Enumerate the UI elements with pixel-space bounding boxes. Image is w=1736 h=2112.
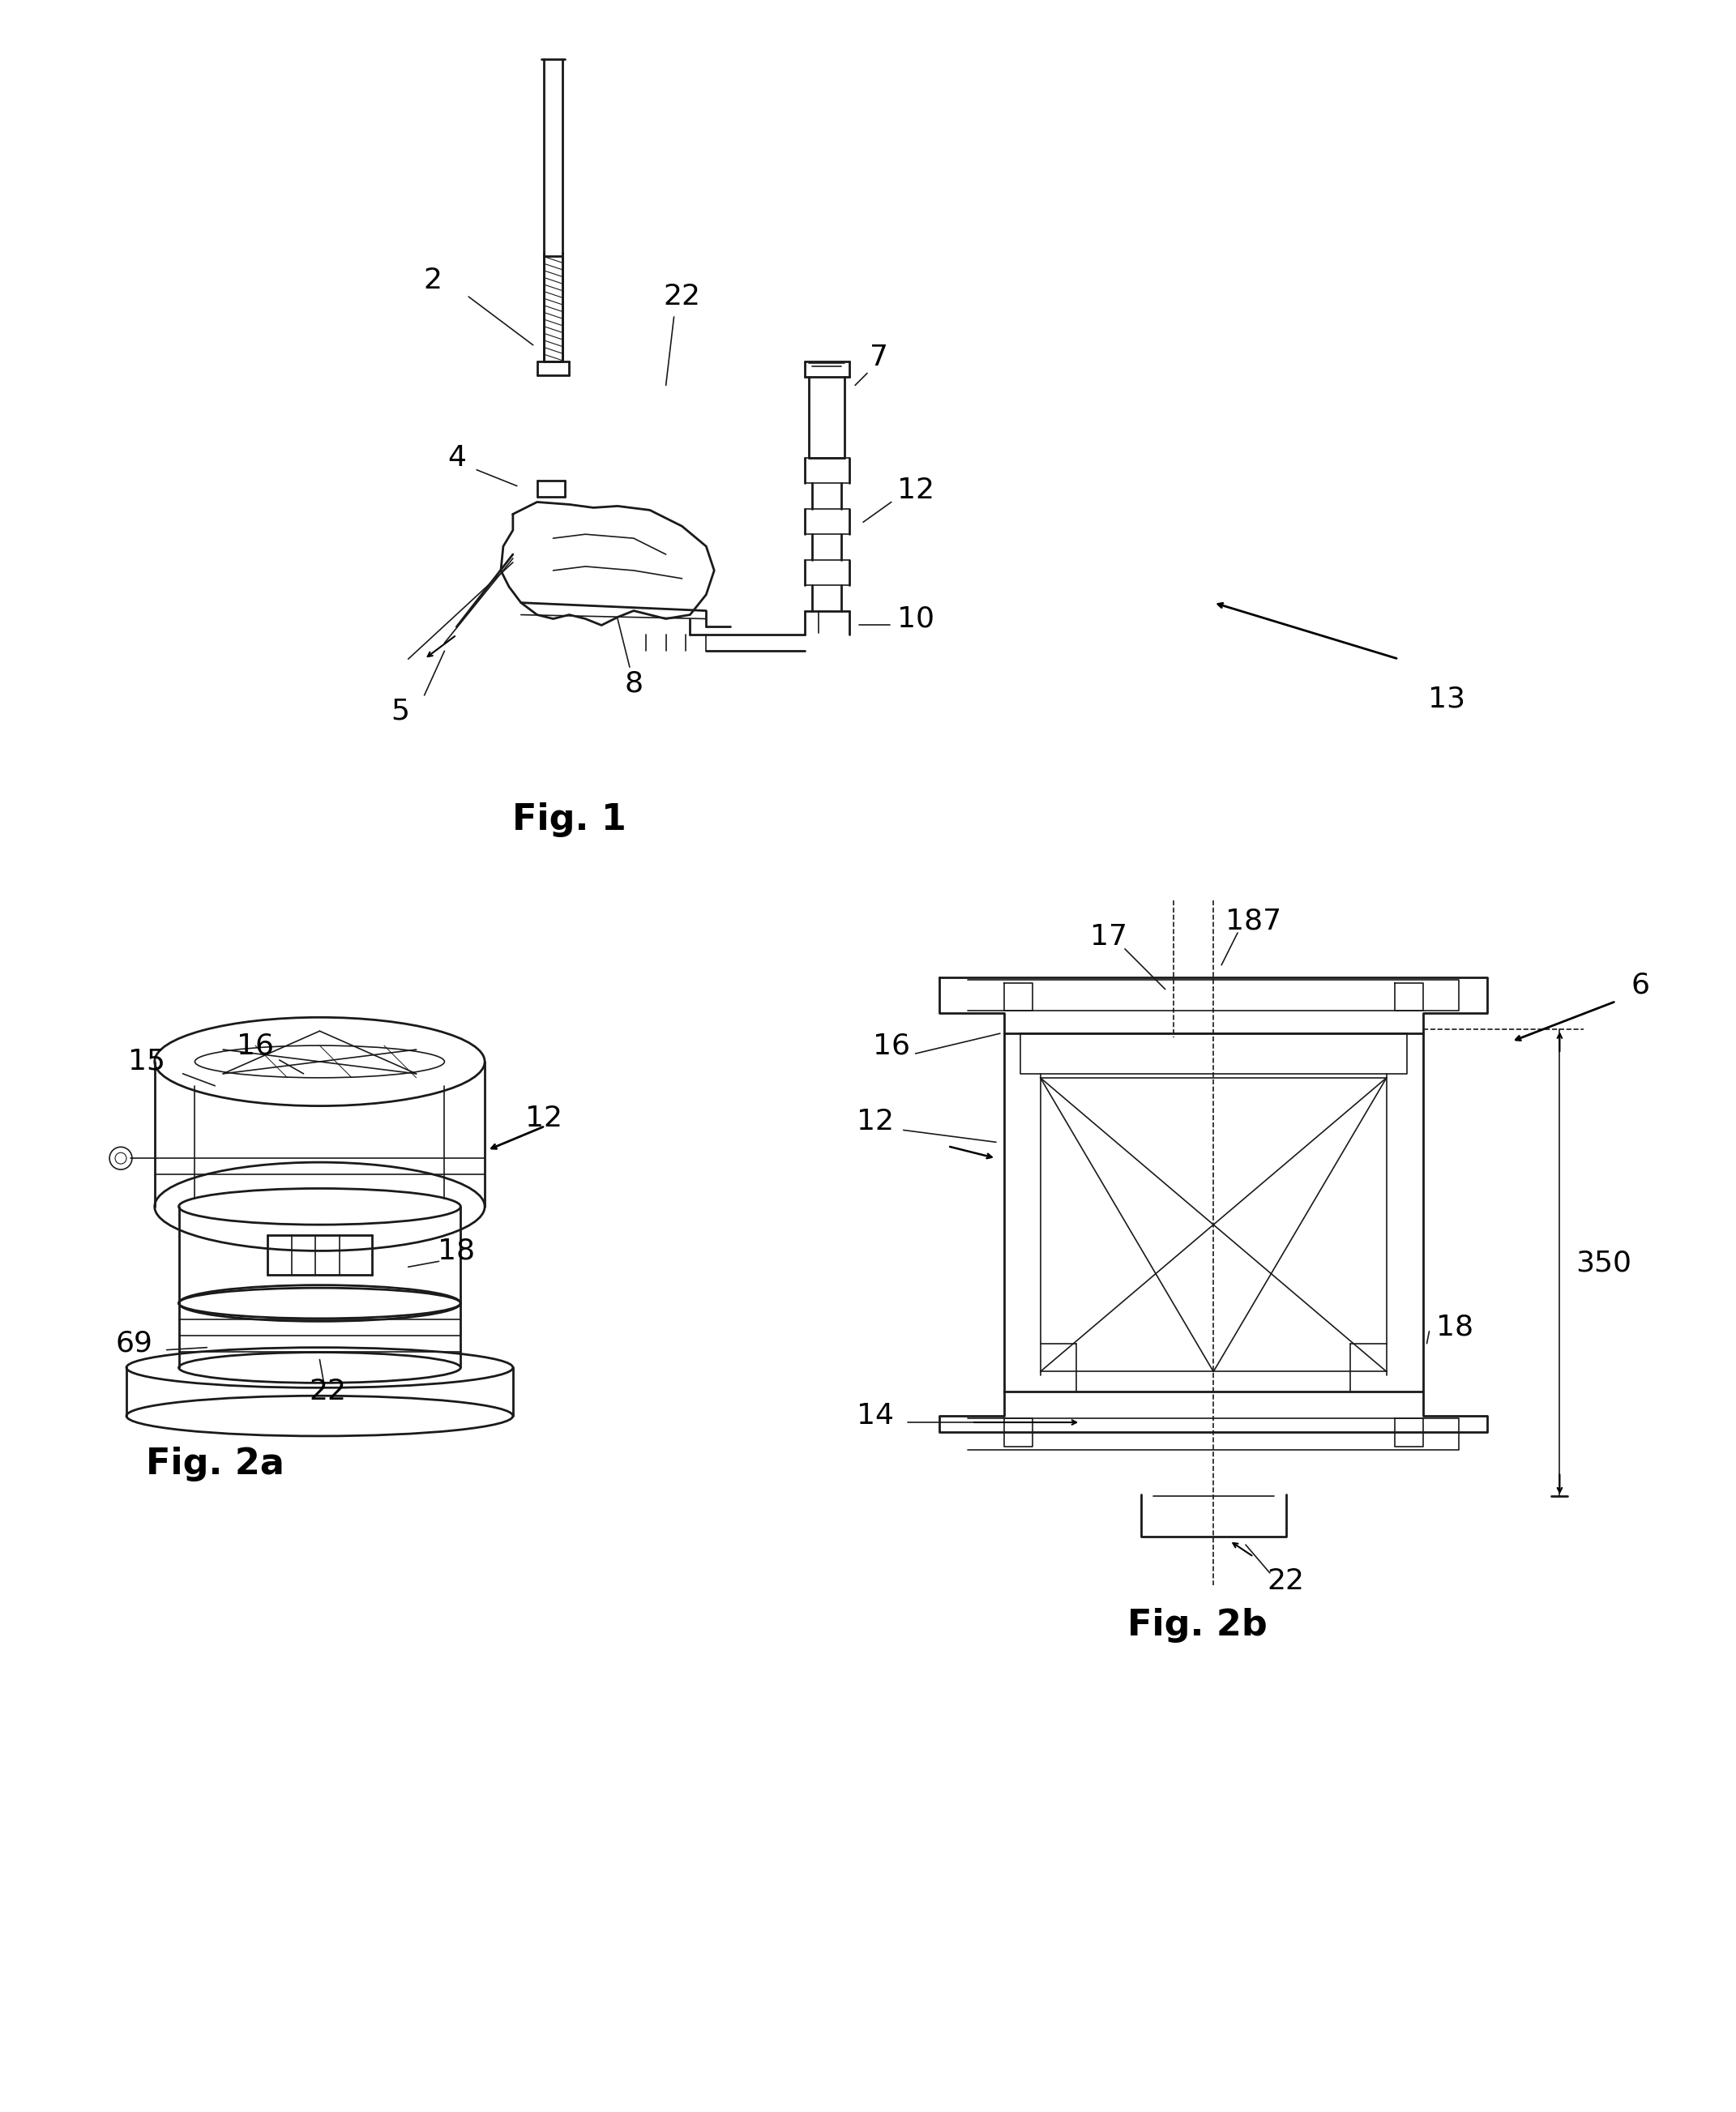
Text: 350: 350: [1576, 1248, 1632, 1278]
Text: 16: 16: [873, 1033, 910, 1060]
Text: 12: 12: [856, 1109, 894, 1136]
Text: Fig. 2a: Fig. 2a: [146, 1447, 285, 1483]
Text: 22: 22: [309, 1377, 347, 1407]
Text: 13: 13: [1429, 686, 1465, 714]
Text: 12: 12: [524, 1105, 562, 1132]
Text: 4: 4: [448, 444, 465, 471]
Text: 69: 69: [116, 1331, 153, 1358]
Text: 10: 10: [898, 604, 934, 634]
Text: 22: 22: [1267, 1567, 1304, 1595]
Text: 7: 7: [870, 344, 889, 372]
Text: 17: 17: [1090, 923, 1127, 950]
Text: 2: 2: [424, 266, 441, 294]
Text: 12: 12: [898, 475, 934, 505]
Text: 14: 14: [856, 1402, 894, 1430]
Text: Fig. 1: Fig. 1: [512, 803, 627, 838]
Text: 18: 18: [437, 1238, 476, 1265]
Text: 22: 22: [663, 283, 701, 310]
Text: 6: 6: [1630, 972, 1649, 999]
Text: 15: 15: [128, 1048, 165, 1075]
Text: 187: 187: [1226, 906, 1281, 934]
Text: 8: 8: [625, 670, 642, 697]
Text: Fig. 2b: Fig. 2b: [1127, 1607, 1267, 1643]
Text: 18: 18: [1436, 1314, 1474, 1341]
Text: 16: 16: [236, 1033, 274, 1060]
Text: 5: 5: [391, 697, 410, 724]
